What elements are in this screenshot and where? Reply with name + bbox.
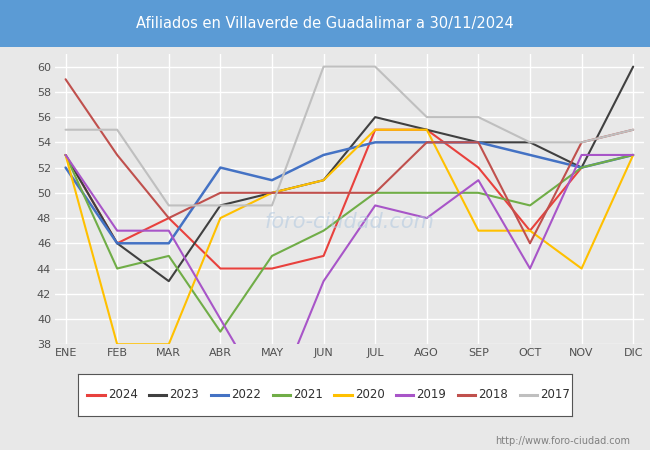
- Text: 2023: 2023: [170, 388, 199, 401]
- Text: 2020: 2020: [355, 388, 384, 401]
- Text: foro-ciudad.com: foro-ciudad.com: [265, 212, 434, 232]
- Text: Afiliados en Villaverde de Guadalimar a 30/11/2024: Afiliados en Villaverde de Guadalimar a …: [136, 16, 514, 31]
- Text: 2021: 2021: [293, 388, 323, 401]
- Text: 2019: 2019: [417, 388, 447, 401]
- Text: 2017: 2017: [540, 388, 570, 401]
- Text: 2024: 2024: [108, 388, 138, 401]
- Text: http://www.foro-ciudad.com: http://www.foro-ciudad.com: [495, 436, 630, 446]
- Text: 2018: 2018: [478, 388, 508, 401]
- Text: 2022: 2022: [231, 388, 261, 401]
